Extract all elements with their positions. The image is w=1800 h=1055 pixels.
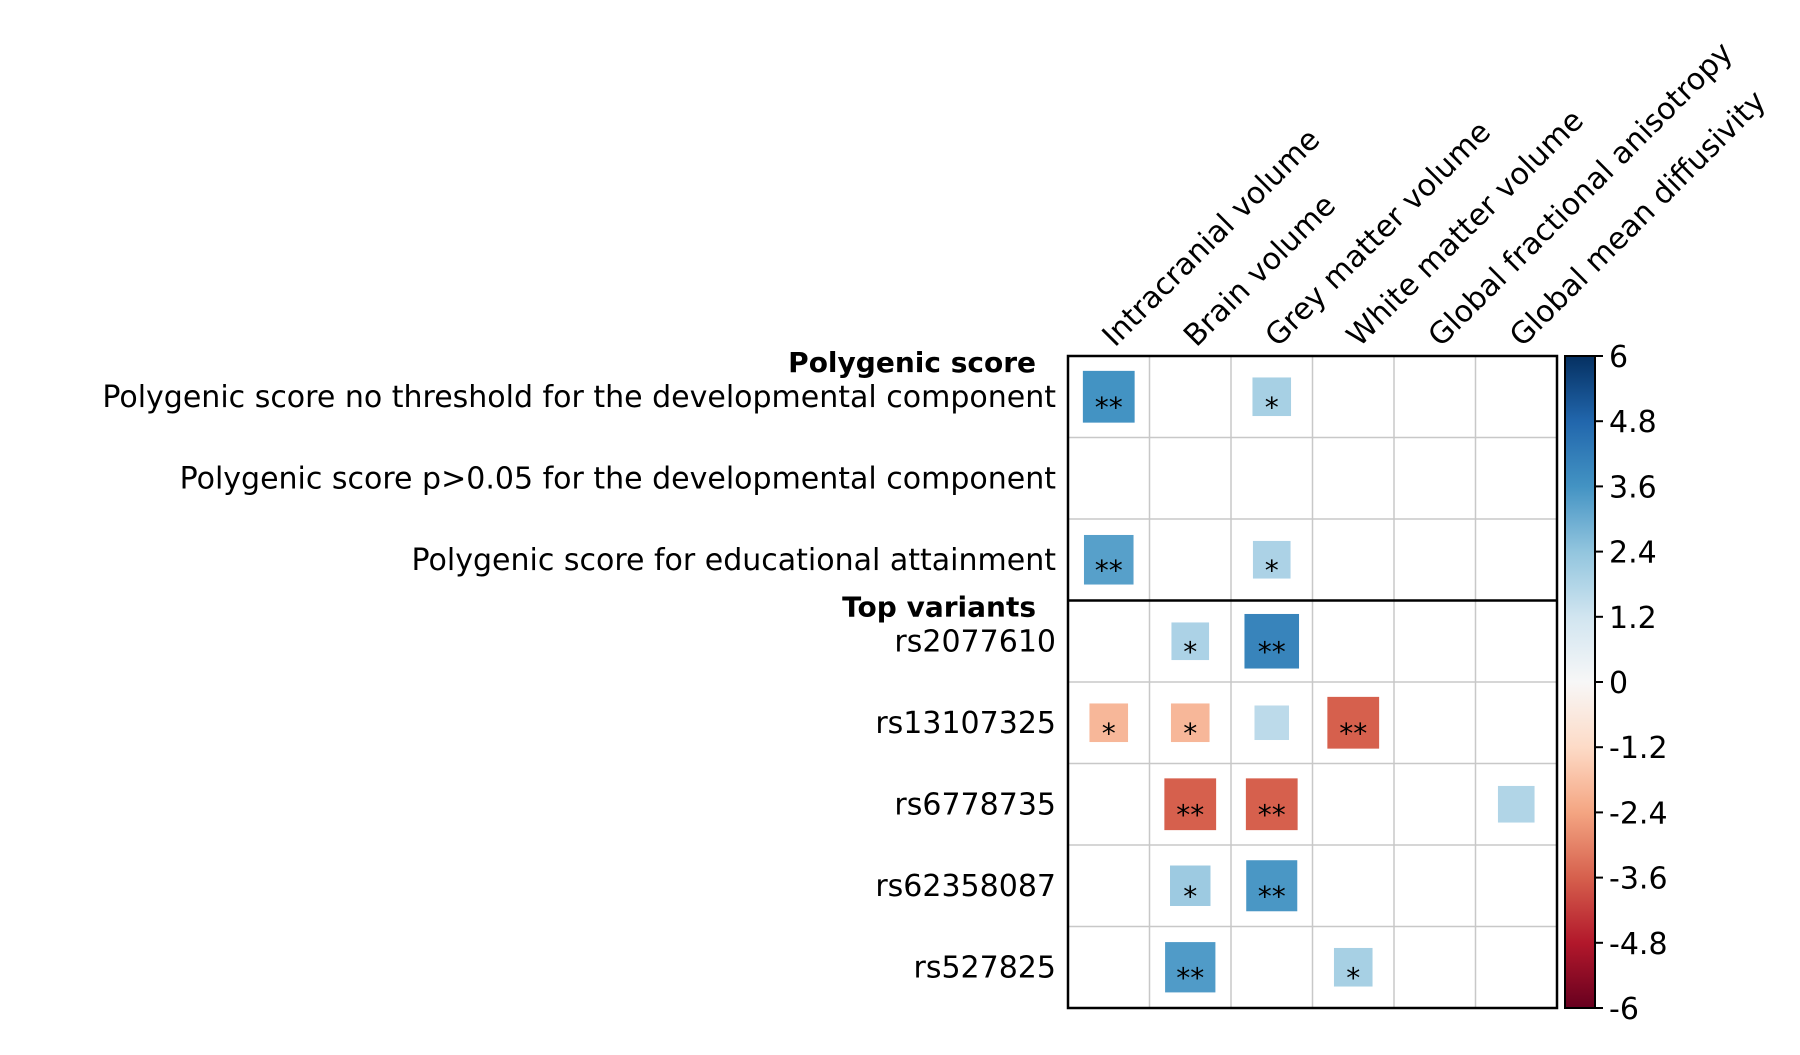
heatmap-cell: [1171, 622, 1210, 661]
significance-marker: **: [1258, 635, 1286, 668]
colorbar-tick-label: -3.6: [1609, 862, 1668, 897]
significance-marker: *: [1183, 717, 1197, 750]
colorbar-tick-label: 0: [1609, 666, 1628, 701]
colorbar-gradient: [1564, 355, 1596, 1009]
significance-marker: **: [1095, 554, 1123, 587]
row-label: Polygenic score for educational attainme…: [412, 543, 1057, 578]
heatmap-cell: [1170, 703, 1210, 743]
grid-layer: [1066, 354, 1559, 1010]
row-label: Polygenic score p>0.05 for the developme…: [180, 461, 1057, 496]
heatmap-frame: [1066, 354, 1559, 1010]
heatmap-cell: [1164, 778, 1217, 831]
colorbar-tick-label: 6: [1609, 340, 1628, 375]
heatmap-cell: [1252, 540, 1291, 579]
significance-marker: *: [1265, 391, 1279, 424]
row-label: rs6778735: [894, 787, 1056, 822]
heatmap-cell: [1083, 534, 1134, 585]
group-label: Top variants: [842, 591, 1036, 624]
group-label: Polygenic score: [788, 346, 1036, 379]
colorbar-tick-label: 2.4: [1609, 536, 1657, 571]
significance-marker: *: [1183, 880, 1197, 913]
colorbar-tick-label: 4.8: [1609, 405, 1657, 440]
heatmap-cell: [1089, 703, 1129, 743]
significance-marker: *: [1183, 635, 1197, 668]
heatmap-cell: [1327, 696, 1380, 749]
significance-marker: **: [1095, 391, 1123, 424]
significance-marker: **: [1176, 961, 1204, 994]
column-label: Global fractional anisotropy: [1422, 35, 1740, 353]
row-label: Polygenic score no threshold for the dev…: [102, 380, 1056, 415]
row-label: rs13107325: [875, 706, 1056, 741]
cell-layer: ** *** ** *** * **** *** **** *: [1082, 370, 1535, 994]
significance-marker: *: [1102, 717, 1116, 750]
heatmap-cell: [1165, 942, 1216, 993]
heatmap-cell: [1252, 377, 1292, 417]
colorbar-tick-label: -6: [1609, 992, 1639, 1027]
heatmap-cell: [1082, 370, 1135, 423]
significance-marker: **: [1176, 798, 1204, 831]
colorbar-tick-label: -4.8: [1609, 927, 1668, 962]
row-label: rs2077610: [894, 624, 1056, 659]
heatmap-cell: [1246, 860, 1298, 912]
heatmap-cell: [1170, 865, 1211, 906]
row-label: rs62358087: [875, 869, 1056, 904]
colorbar-tick-label: -2.4: [1609, 796, 1668, 831]
heatmap-cell: [1244, 613, 1300, 669]
label-layer: Polygenic score no threshold for the dev…: [102, 35, 1773, 985]
heatmap-cell: [1497, 785, 1535, 823]
row-label: rs527825: [914, 950, 1057, 985]
significance-marker: *: [1265, 554, 1279, 587]
colorbar-tick-label: -1.2: [1609, 731, 1668, 766]
heatmap-cell: [1333, 947, 1373, 987]
colorbar-tick-label: 1.2: [1609, 601, 1657, 636]
heatmap-cell: [1245, 778, 1298, 831]
colorbar-tick-label: 3.6: [1609, 470, 1657, 505]
colorbar: 6 4.8 3.6 2.4 1.2 0 -1.2 -2.4 -3.6 -4.8 -6: [1564, 340, 1668, 1027]
significance-marker: *: [1346, 961, 1360, 994]
significance-marker: **: [1339, 717, 1367, 750]
heatmap-cell: [1254, 705, 1290, 741]
significance-marker: **: [1258, 880, 1286, 913]
significance-marker: **: [1258, 798, 1286, 831]
